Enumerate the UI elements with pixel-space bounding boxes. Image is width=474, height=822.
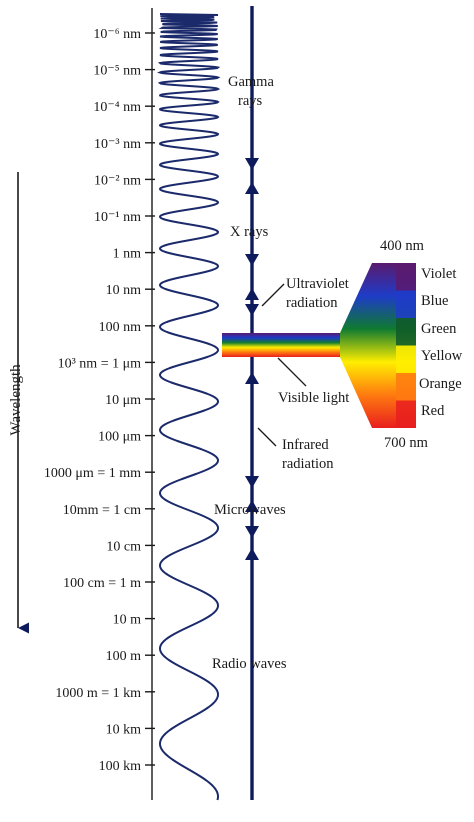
arrowhead-up	[245, 372, 259, 384]
gamma-rays-label-line1: Gamma	[228, 74, 274, 90]
arrowhead-down	[245, 254, 259, 266]
color-label-violet: Violet	[421, 266, 456, 282]
visible-pointer-line	[277, 357, 307, 387]
tick-label: 10⁻² nm	[94, 173, 141, 188]
arrowhead-down	[245, 476, 259, 488]
tick-label: 100 km	[99, 759, 142, 774]
arrowhead-down	[245, 526, 259, 538]
infrared-label-line1: Infrared	[282, 437, 329, 453]
color-label-yellow: Yellow	[421, 348, 463, 364]
ultraviolet-label-line1: Ultraviolet	[286, 276, 349, 292]
wavelength-axis-title: Wavelength	[8, 364, 24, 436]
spectrum-bar-blue	[396, 290, 416, 318]
color-label-orange: Orange	[419, 376, 462, 392]
tick-label: 10 km	[106, 722, 142, 737]
tick-label: 1000 m = 1 km	[55, 686, 141, 701]
arrowhead-up	[245, 288, 259, 300]
spectrum-bar-violet	[396, 263, 416, 291]
band-arrows	[245, 158, 259, 560]
radio-waves-label: Radio waves	[212, 656, 287, 672]
spectrum-bar-green	[396, 318, 416, 346]
tick-label: 10⁻³ nm	[94, 137, 141, 152]
tick-label: 10³ nm = 1 μm	[58, 356, 141, 371]
wavelength-sine-wave	[157, 13, 221, 801]
color-label-blue: Blue	[421, 293, 448, 309]
spectrum-color-bars	[396, 263, 416, 428]
spectrum-bar-orange	[396, 373, 416, 401]
tick-label: 100 cm = 1 m	[63, 576, 141, 591]
ultraviolet-label-line2: radiation	[286, 295, 338, 311]
arrowhead-down	[245, 158, 259, 170]
tick-label: 1 nm	[113, 247, 142, 262]
arrowhead-down	[245, 304, 259, 316]
uv-pointer-line	[261, 283, 285, 307]
infrared-label-line2: radiation	[282, 456, 334, 472]
tick-label: 1000 μm = 1 mm	[44, 466, 141, 481]
tick-label: 100 nm	[99, 320, 142, 335]
tick-label: 10 nm	[106, 283, 142, 298]
tick-label: 10 μm	[105, 393, 141, 408]
arrowhead-up	[245, 182, 259, 194]
tick-label: 100 m	[106, 649, 142, 664]
tick-label: 10 cm	[106, 539, 141, 554]
color-label-red: Red	[421, 403, 445, 419]
arrowhead-up	[245, 548, 259, 560]
tick-label: 10⁻⁴ nm	[93, 100, 141, 115]
tick-group: 10⁻⁶ nm 10⁻⁵ nm 10⁻⁴ nm 10⁻³ nm 10⁻² nm 10⁻¹ …	[44, 27, 155, 774]
spectrum-bar-red	[396, 400, 416, 428]
spectrum-bar-yellow	[396, 345, 416, 373]
tick-label: 10mm = 1 cm	[63, 503, 141, 518]
spectrum-top-label: 400 nm	[380, 238, 425, 254]
ir-pointer-line	[257, 427, 277, 447]
visible-band-bar	[222, 333, 340, 357]
x-rays-label: X rays	[230, 224, 269, 240]
tick-label: 10⁻¹ nm	[94, 210, 141, 225]
tick-label: 10⁻⁵ nm	[93, 64, 141, 79]
spectrum-bottom-label: 700 nm	[384, 435, 429, 451]
microwaves-label: Microwaves	[214, 502, 286, 518]
visible-light-label: Visible light	[278, 390, 349, 406]
tick-label: 100 μm	[98, 430, 141, 445]
gamma-rays-label-line2: rays	[238, 93, 263, 109]
color-label-green: Green	[421, 321, 457, 337]
tick-label: 10 m	[113, 613, 142, 628]
arrowhead-up	[245, 500, 259, 512]
tick-label: 10⁻⁶ nm	[93, 27, 141, 42]
